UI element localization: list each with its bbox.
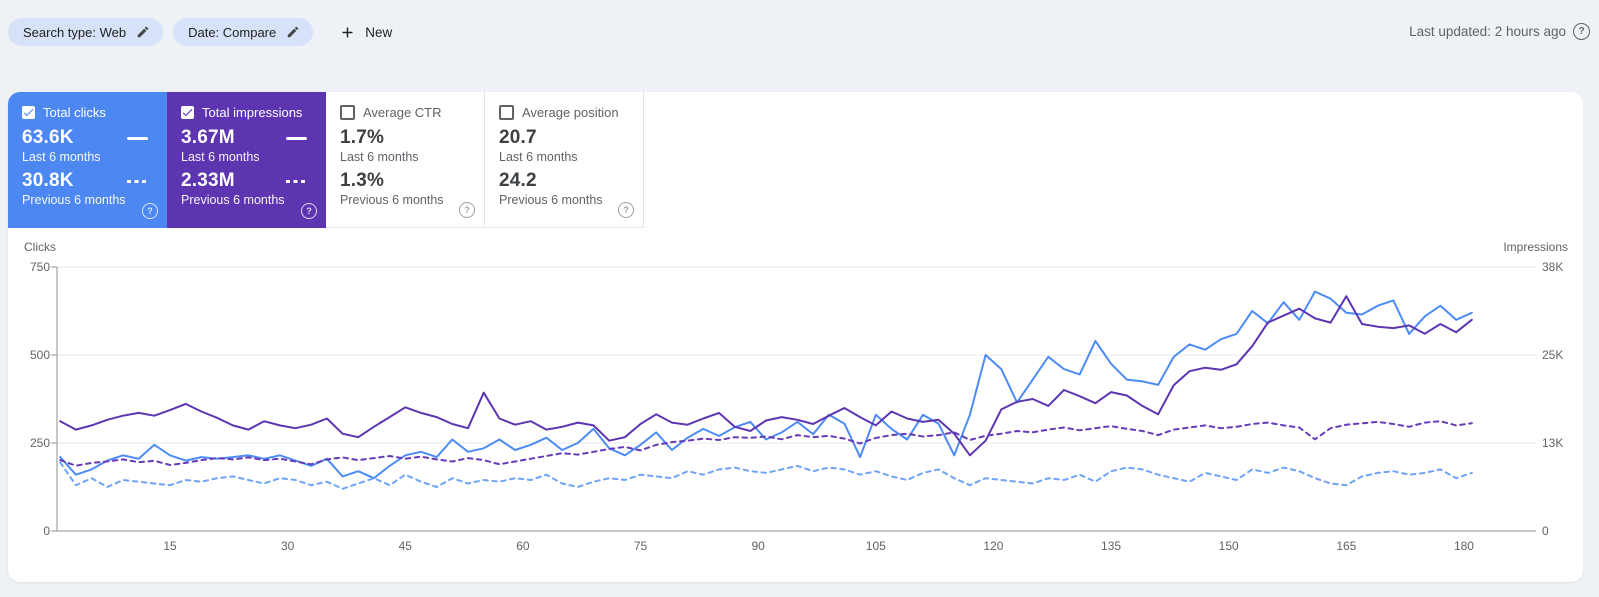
- edit-pencil-icon: [288, 26, 299, 38]
- metric-cards: Total clicks 63.6K Last 6 months 30.8K P…: [8, 92, 644, 228]
- x-axis-tick-label: 45: [398, 539, 412, 553]
- total-clicks-card[interactable]: Total clicks 63.6K Last 6 months 30.8K P…: [8, 92, 167, 228]
- average-position-previous-value: 24.2: [499, 170, 537, 191]
- solid-line-legend-icon: [286, 136, 307, 140]
- chart-canvas: [51, 266, 1536, 532]
- x-axis-tick-label: 75: [633, 539, 648, 553]
- x-axis-tick-label: 135: [1101, 539, 1122, 553]
- help-icon[interactable]: ?: [618, 202, 634, 218]
- x-axis-tick-label: 30: [280, 539, 295, 553]
- x-axis-tick-label: 60: [516, 539, 530, 553]
- total-impressions-previous-value: 2.33M: [181, 170, 235, 191]
- total-clicks-previous-caption: Previous 6 months: [22, 193, 126, 207]
- total-impressions-card[interactable]: Total impressions 3.67M Last 6 months 2.…: [167, 92, 326, 228]
- right-axis-tick-label: 0: [1542, 524, 1549, 538]
- right-axis-tick-label: 13K: [1542, 436, 1564, 450]
- total-impressions-current-caption: Last 6 months: [181, 150, 260, 164]
- left-axis-tick-label: 250: [29, 436, 50, 450]
- x-axis-tick-label: 90: [751, 539, 765, 553]
- x-axis-tick-label: 105: [865, 539, 886, 553]
- right-axis-tick-label: 25K: [1542, 348, 1564, 362]
- dashed-line-legend-icon: [127, 179, 148, 183]
- average-position-checkbox[interactable]: [499, 105, 514, 120]
- help-icon[interactable]: ?: [301, 203, 317, 219]
- date-filter-chip[interactable]: Date: Compare: [173, 18, 314, 46]
- average-ctr-label: Average CTR: [363, 105, 442, 120]
- edit-pencil-icon: [137, 26, 149, 38]
- top-bar: Search type: Web Date: Compare New Last …: [0, 0, 1599, 64]
- new-filter-button-label: New: [365, 24, 393, 40]
- help-icon[interactable]: ?: [1573, 23, 1590, 40]
- total-impressions-checkbox[interactable]: [181, 106, 194, 119]
- average-ctr-previous-caption: Previous 6 months: [340, 193, 444, 207]
- average-position-current-value: 20.7: [499, 127, 537, 148]
- total-impressions-previous-caption: Previous 6 months: [181, 193, 285, 207]
- dashed-line-legend-icon: [286, 179, 307, 183]
- x-axis-tick-label: 180: [1453, 539, 1474, 553]
- plus-icon: [342, 27, 353, 37]
- series-impressions-previous-6-months: [59, 420, 1473, 467]
- performance-panel: Total clicks 63.6K Last 6 months 30.8K P…: [8, 92, 1583, 582]
- last-updated-text: Last updated: 2 hours ago: [1409, 24, 1566, 39]
- average-position-current-caption: Last 6 months: [499, 150, 578, 164]
- total-clicks-previous-value: 30.8K: [22, 170, 74, 191]
- new-filter-button[interactable]: New: [331, 18, 400, 46]
- right-axis-tick-label: 38K: [1542, 260, 1564, 274]
- series-clicks-last-6-months: [59, 290, 1473, 480]
- series-impressions-last-6-months: [59, 295, 1473, 457]
- x-axis-tick-label: 150: [1218, 539, 1239, 553]
- solid-line-legend-icon: [127, 136, 148, 140]
- left-axis-tick-label: 0: [43, 524, 50, 538]
- left-axis-tick-label: 500: [29, 348, 50, 362]
- search-type-filter-label: Search type: Web: [23, 24, 127, 40]
- total-clicks-current-value: 63.6K: [22, 127, 74, 148]
- total-impressions-current-value: 3.67M: [181, 127, 235, 148]
- average-position-previous-caption: Previous 6 months: [499, 193, 603, 207]
- date-filter-label: Date: Compare: [188, 24, 277, 40]
- total-clicks-current-caption: Last 6 months: [22, 150, 101, 164]
- average-ctr-previous-value: 1.3%: [340, 170, 385, 191]
- series-clicks-previous-6-months: [59, 461, 1473, 490]
- average-ctr-current-value: 1.7%: [340, 127, 385, 148]
- right-axis-title: Impressions: [1503, 240, 1568, 254]
- average-position-card[interactable]: Average position 20.7 Last 6 months 24.2…: [485, 92, 644, 228]
- average-ctr-current-caption: Last 6 months: [340, 150, 419, 164]
- total-impressions-label: Total impressions: [202, 105, 303, 120]
- average-ctr-checkbox[interactable]: [340, 105, 355, 120]
- total-clicks-checkbox[interactable]: [22, 106, 35, 119]
- filter-chips: Search type: Web Date: Compare New: [8, 18, 400, 46]
- average-ctr-card[interactable]: Average CTR 1.7% Last 6 months 1.3% Prev…: [326, 92, 485, 228]
- left-axis-tick-label: 750: [29, 260, 50, 274]
- help-icon[interactable]: ?: [142, 203, 158, 219]
- performance-chart[interactable]: Clicks Impressions 750 500 250 0 38K 25K 13K 0…: [8, 92, 1583, 582]
- total-clicks-label: Total clicks: [43, 105, 106, 120]
- help-icon[interactable]: ?: [459, 202, 475, 218]
- search-type-filter-chip[interactable]: Search type: Web: [8, 18, 164, 46]
- x-axis-tick-label: 165: [1336, 539, 1357, 553]
- average-position-label: Average position: [522, 105, 619, 120]
- left-axis-title: Clicks: [24, 240, 56, 254]
- x-axis-tick-label: 15: [163, 539, 177, 553]
- x-axis-tick-label: 120: [983, 539, 1004, 553]
